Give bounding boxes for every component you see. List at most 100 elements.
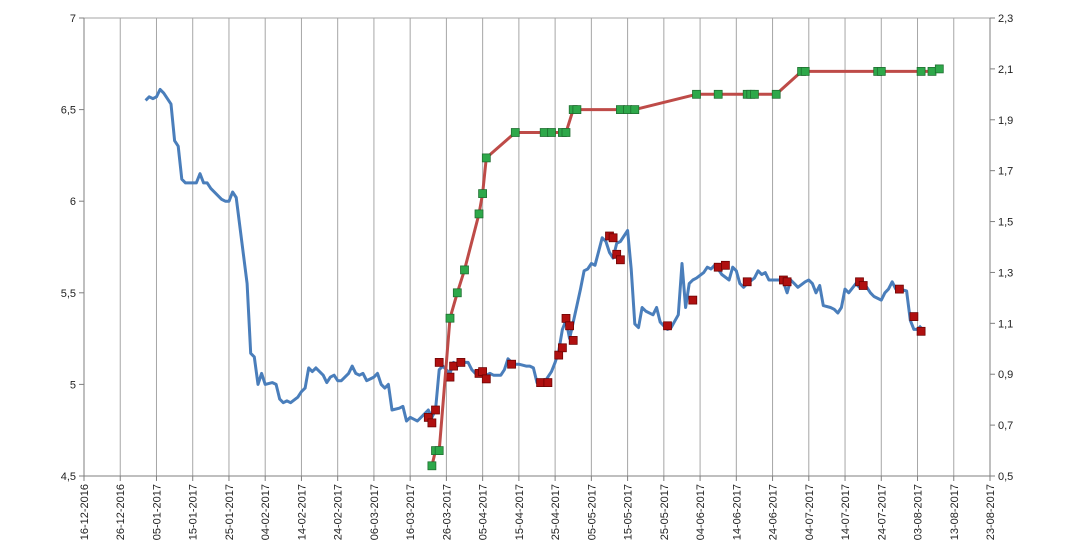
- data-point-marker: [782, 277, 792, 287]
- y-right-tick-label: 0,9: [998, 369, 1013, 381]
- data-point-marker: [456, 358, 466, 367]
- y-right-tick-label: 2,3: [998, 13, 1013, 25]
- data-point-marker: [608, 233, 618, 243]
- data-point-marker: [452, 288, 462, 298]
- data-point-marker: [539, 128, 549, 137]
- data-point-marker: [460, 265, 469, 275]
- data-point-marker: [800, 67, 810, 76]
- data-point-marker: [561, 314, 571, 323]
- y-axis-left-labels: 4,5 5 5,5 6 6,5 7: [61, 13, 76, 483]
- data-point-marker: [434, 446, 444, 455]
- x-tick-label: 14-06-2017: [731, 484, 743, 540]
- x-tick-label: 24-02-2017: [333, 484, 345, 540]
- y-left-tick-label: 5: [70, 379, 76, 391]
- y-axis-right-labels: 0,5 0,7 0,9 1,1 1,3 1,5 1,7 1,9 2,1 2,3: [998, 13, 1013, 483]
- data-point-marker: [916, 67, 926, 76]
- y-right-tick-label: 1,3: [998, 267, 1013, 279]
- data-point-marker: [909, 312, 919, 321]
- x-tick-label: 04-02-2017: [260, 484, 272, 540]
- x-tick-label: 26-12-2016: [115, 484, 127, 540]
- x-tick-label: 05-04-2017: [478, 484, 490, 540]
- data-point-marker: [449, 361, 458, 371]
- y-right-tick-label: 0,7: [998, 420, 1013, 432]
- x-tick-label: 25-04-2017: [550, 484, 562, 540]
- x-tick-label: 25-01-2017: [224, 484, 236, 540]
- x-tick-label: 06-03-2017: [369, 484, 381, 540]
- axes: [79, 17, 995, 481]
- x-tick-label: 04-06-2017: [695, 484, 707, 540]
- x-tick-label: 05-05-2017: [586, 484, 598, 540]
- data-point-marker: [688, 295, 698, 305]
- x-axis-labels: 16-12-2016 26-12-2016 05-01-2017 15-01-2017…: [79, 484, 997, 540]
- data-point-marker: [427, 418, 437, 428]
- y-right-tick-label: 1,1: [998, 318, 1013, 330]
- data-point-marker: [474, 209, 484, 219]
- data-point-marker: [616, 255, 625, 265]
- data-point-marker: [623, 105, 632, 114]
- data-point-marker: [510, 128, 520, 137]
- y-left-tick-label: 6: [70, 196, 76, 208]
- x-tick-label: 14-02-2017: [296, 484, 308, 540]
- data-point-marker: [616, 105, 625, 114]
- data-point-marker: [713, 262, 723, 272]
- y-left-tick-label: 6,5: [61, 105, 76, 117]
- data-point-marker: [742, 277, 752, 287]
- data-point-marker: [536, 378, 545, 387]
- data-point-marker: [771, 89, 781, 99]
- x-tick-label: 15-04-2017: [514, 484, 526, 540]
- data-point-marker: [916, 326, 926, 336]
- data-point-marker: [543, 378, 553, 387]
- y-right-tick-label: 1,9: [998, 115, 1013, 127]
- data-point-marker: [481, 153, 491, 163]
- data-point-marker: [721, 260, 730, 270]
- data-point-marker: [927, 67, 937, 76]
- x-tick-label: 24-06-2017: [768, 484, 780, 540]
- data-point-marker: [895, 284, 904, 294]
- x-tick-label: 25-05-2017: [659, 484, 671, 540]
- data-point-marker: [507, 359, 516, 369]
- data-point-marker: [558, 343, 567, 353]
- x-tick-label: 16-03-2017: [405, 484, 417, 540]
- y-left-tick-label: 5,5: [61, 288, 76, 300]
- x-tick-label: 04-07-2017: [804, 484, 816, 540]
- data-point-marker: [876, 67, 886, 76]
- data-point-marker: [934, 64, 944, 74]
- data-point-marker: [750, 89, 759, 99]
- data-point-marker: [663, 321, 672, 331]
- data-point-marker: [692, 89, 701, 99]
- data-point-marker: [572, 105, 582, 114]
- x-tick-label: 23-08-2017: [985, 484, 997, 540]
- plot-area: [84, 18, 990, 476]
- data-point-marker: [431, 405, 440, 415]
- data-point-marker: [478, 367, 487, 376]
- x-tick-label: 14-07-2017: [840, 484, 852, 540]
- data-point-marker: [478, 189, 487, 198]
- x-tick-label: 03-08-2017: [913, 484, 925, 540]
- data-point-marker: [547, 128, 556, 137]
- data-point-marker: [713, 89, 723, 99]
- y-right-tick-label: 0,5: [998, 471, 1013, 483]
- x-tick-label: 13-08-2017: [949, 484, 961, 540]
- data-point-marker: [561, 128, 571, 137]
- x-tick-label: 26-03-2017: [441, 484, 453, 540]
- data-point-marker: [554, 350, 564, 360]
- x-tick-label: 15-05-2017: [623, 484, 635, 540]
- x-tick-label: 15-01-2017: [188, 484, 200, 540]
- data-point-marker: [565, 321, 574, 331]
- y-left-tick-label: 7: [70, 13, 76, 25]
- data-point-marker: [630, 105, 640, 114]
- data-point-marker: [858, 281, 868, 290]
- data-point-marker: [434, 358, 444, 367]
- data-point-marker: [427, 461, 437, 471]
- y-right-tick-label: 2,1: [998, 64, 1013, 76]
- y-right-tick-label: 1,7: [998, 166, 1013, 178]
- y-right-tick-label: 1,5: [998, 217, 1013, 229]
- x-tick-label: 16-12-2016: [79, 484, 91, 540]
- gridlines: [83, 18, 991, 476]
- y-left-tick-label: 4,5: [61, 471, 76, 483]
- x-tick-label: 24-07-2017: [876, 484, 888, 540]
- data-point-marker: [445, 372, 455, 382]
- series-layer: [144, 64, 944, 471]
